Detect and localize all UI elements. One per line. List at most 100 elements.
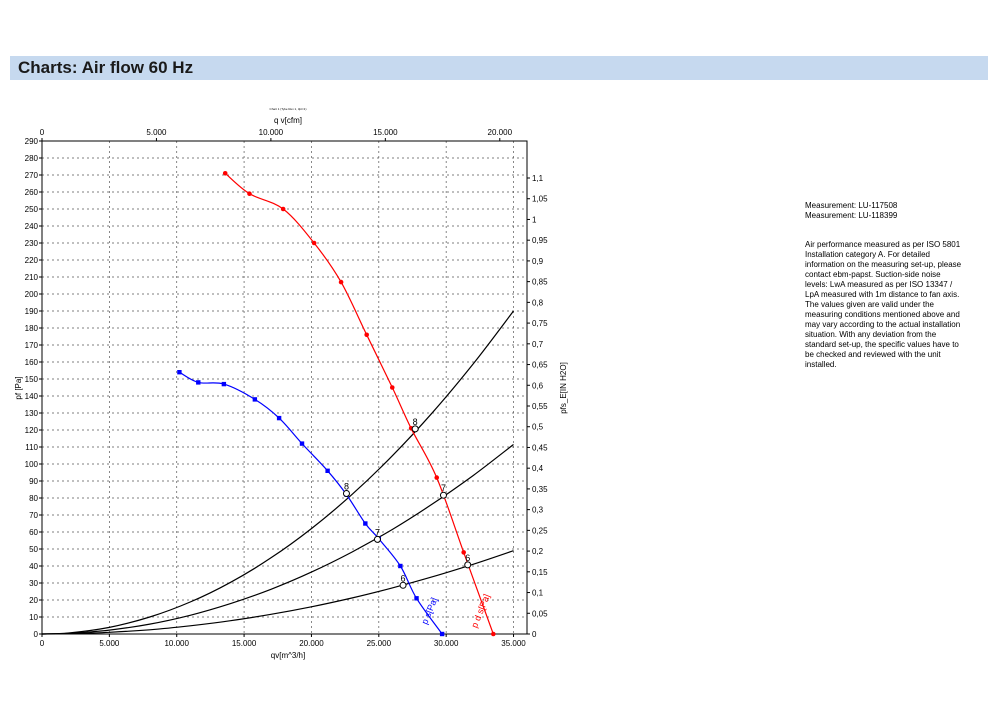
system-curve-7: [41, 444, 514, 635]
series-point: [491, 631, 496, 637]
system-curve-8: [41, 310, 514, 635]
x-tick-label: 35.000: [501, 639, 526, 648]
series-point: [196, 380, 201, 385]
description-line: The values given are valid under the: [805, 300, 934, 309]
series-point: [280, 206, 286, 212]
series-line-0: [224, 172, 494, 635]
y2-tick-label: 0,2: [532, 547, 544, 556]
x2-tick-label: 15.000: [373, 128, 398, 137]
operating-point-label: 7: [375, 527, 380, 537]
operating-point-label: 8: [344, 482, 349, 492]
operating-point-marker: [464, 561, 472, 569]
y2-tick-label: 0,05: [532, 609, 548, 618]
y2-tick-label: 0,35: [532, 485, 548, 494]
series-point: [311, 240, 317, 246]
y2-axis-title: pfs_E[IN H2O]: [559, 362, 568, 414]
y-tick-label: 280: [25, 154, 39, 163]
measurement-line: Measurement: LU-117508: [805, 201, 898, 210]
y-tick-label: 150: [25, 375, 39, 384]
x2-axis-title: q v[cfm]: [274, 116, 302, 125]
y-tick-label: 70: [29, 511, 38, 520]
description-line: installed.: [805, 360, 837, 369]
series-point: [398, 563, 403, 569]
y-tick-label: 10: [29, 613, 38, 622]
y2-tick-label: 0,95: [532, 236, 548, 245]
description-line: Air performance measured as per ISO 5801: [805, 240, 961, 249]
y-tick-label: 90: [29, 477, 38, 486]
y2-tick-label: 0,85: [532, 278, 548, 287]
y-tick-label: 0: [34, 630, 39, 639]
y-tick-label: 200: [25, 290, 39, 299]
y-tick-label: 20: [29, 596, 38, 605]
y2-tick-label: 0,7: [532, 340, 544, 349]
y2-tick-label: 0,65: [532, 361, 548, 370]
y-tick-label: 40: [29, 562, 38, 571]
series-point: [389, 385, 395, 390]
x-tick-label: 5.000: [99, 639, 120, 648]
y-tick-label: 30: [29, 579, 38, 588]
y2-tick-label: 0,15: [532, 568, 548, 577]
x-tick-label: 30.000: [434, 639, 459, 648]
x2-tick-label: 0: [40, 128, 45, 137]
series-point: [325, 468, 330, 473]
description-line: measuring conditions mentioned above and: [805, 310, 960, 319]
y2-tick-label: 0,6: [532, 381, 544, 390]
y-tick-label: 80: [29, 494, 38, 503]
y-tick-label: 120: [25, 426, 39, 435]
y-tick-label: 110: [25, 443, 38, 452]
x-tick-label: 10.000: [164, 639, 189, 648]
x-tick-label: 20.000: [299, 639, 324, 648]
y2-tick-label: 0,8: [532, 298, 544, 307]
page-title: Charts: Air flow 60 Hz: [18, 58, 194, 77]
y-axis-title: pf [Pa]: [14, 376, 23, 399]
y-tick-label: 140: [25, 392, 39, 401]
y-tick-label: 260: [25, 188, 39, 197]
series-point: [461, 550, 466, 555]
operating-point-marker: [399, 581, 407, 589]
x-axis-title: qv[m^3/h]: [271, 651, 305, 660]
series-point: [338, 279, 344, 285]
x-tick-label: 25.000: [367, 639, 392, 648]
y2-tick-label: 0,5: [532, 423, 544, 432]
y2-tick-label: 0: [532, 630, 537, 639]
measurement-block: Measurement: LU-117508 Measurement: LU-1…: [805, 201, 990, 221]
series-point: [434, 475, 440, 480]
series-point: [363, 521, 368, 526]
series-point: [439, 631, 445, 637]
x-tick-label: 15.000: [232, 639, 257, 648]
chart-caption: Chart 1 (Tyke Rev 1, 3pt=1): [270, 107, 307, 111]
y2-tick-label: 0,55: [532, 402, 548, 411]
y-tick-label: 190: [25, 307, 39, 316]
series-point: [299, 441, 305, 446]
description-line: contact ebm-papst. Suction-side noise: [805, 270, 941, 279]
operating-point-marker: [411, 425, 419, 433]
description-line: standard set-up, the specific values hav…: [805, 340, 959, 349]
series-label: p s[Pa]: [419, 596, 439, 626]
x2-tick-label: 10.000: [259, 128, 284, 137]
description-line: may vary according to the actual install…: [805, 320, 961, 329]
y-tick-label: 240: [25, 222, 39, 231]
y2-tick-label: 0,75: [532, 319, 548, 328]
operating-point-marker: [342, 490, 350, 497]
description-line: Installation category A. For detailed: [805, 250, 930, 259]
y-tick-label: 160: [25, 358, 39, 367]
description-block: Air performance measured as per ISO 5801…: [805, 240, 990, 370]
operating-point-label: 6: [465, 553, 470, 563]
y-tick-label: 250: [25, 205, 39, 214]
series-point: [247, 191, 252, 196]
system-curve-6: [41, 550, 514, 635]
series-point: [177, 370, 182, 375]
series-label: p d s[Pa]: [469, 593, 492, 630]
series-point: [252, 397, 258, 402]
series-point: [222, 171, 228, 176]
y2-tick-label: 0,1: [532, 589, 544, 598]
series-point: [414, 596, 419, 601]
operating-point-marker: [373, 535, 381, 543]
description-line: information on the measuring set-up, ple…: [805, 260, 962, 269]
y-tick-label: 220: [25, 256, 39, 265]
y-tick-label: 230: [25, 239, 39, 248]
operating-point-label: 8: [413, 417, 418, 427]
y2-tick-label: 1,05: [532, 195, 548, 204]
description-line: levels: LwA measured as per ISO 13347 /: [805, 280, 953, 289]
